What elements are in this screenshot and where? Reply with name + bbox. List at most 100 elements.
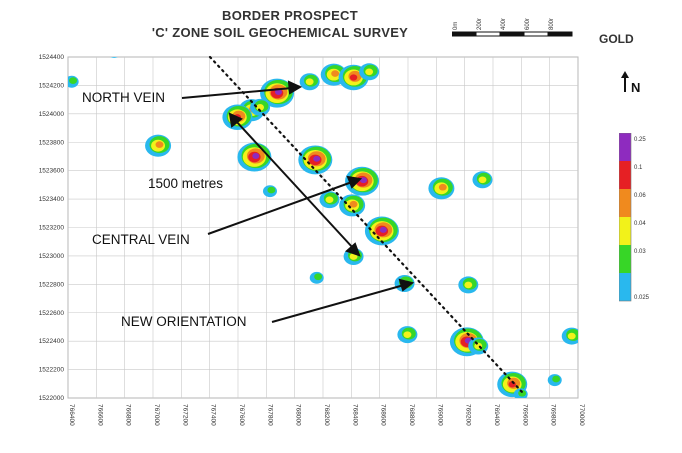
x-tick-label: 769200 — [465, 404, 472, 426]
contour-level — [252, 152, 260, 159]
y-tick-label: 1523200 — [39, 225, 65, 232]
contour-level — [379, 226, 387, 233]
legend-label: 0.03 — [634, 249, 646, 255]
gold-anomaly — [319, 191, 340, 209]
x-tick-label: 766600 — [96, 404, 103, 426]
gold-anomaly — [428, 177, 455, 200]
contour-level — [331, 70, 340, 77]
contour-level — [464, 281, 473, 289]
contour-level — [325, 196, 334, 204]
legend-swatch — [619, 217, 631, 245]
contour-level — [256, 103, 265, 111]
distance-label: 1500 metres — [148, 176, 224, 191]
north-arrow-icon: N — [621, 71, 640, 95]
legend-swatch — [619, 273, 631, 301]
legend-swatch — [619, 161, 631, 189]
soil-survey-map: 1524400 1524200 1524000 1523800 1523600 15234… — [39, 54, 585, 426]
new-orientation-label: NEW ORIENTATION — [121, 314, 247, 329]
scale-label: 200m — [477, 18, 483, 30]
x-tick-label: 769800 — [550, 404, 557, 426]
central-vein-arrow — [207, 181, 353, 235]
legend-swatch — [619, 189, 631, 217]
y-tick-label: 1522600 — [39, 310, 65, 317]
legend-label: 0.04 — [634, 221, 646, 227]
scale-label: 600m — [525, 18, 531, 30]
gold-anomaly — [513, 388, 528, 398]
legend-swatch — [619, 245, 631, 273]
central-vein-label: CENTRAL VEIN — [92, 232, 190, 247]
legend-label: 0.1 — [634, 165, 643, 171]
y-tick-label: 1522000 — [39, 395, 65, 402]
x-tick-label: 767800 — [266, 404, 273, 426]
x-tick-label: 766400 — [68, 404, 75, 426]
legend-swatch — [619, 133, 631, 161]
contour-level — [403, 331, 412, 339]
x-tick-label: 770000 — [578, 404, 585, 426]
y-tick-label: 1524400 — [39, 54, 65, 61]
gold-anomaly — [309, 271, 324, 284]
x-tick-label: 769600 — [521, 404, 528, 426]
x-tick-label: 767200 — [181, 404, 188, 426]
contour-level — [313, 155, 321, 162]
x-tick-label: 769400 — [493, 404, 500, 426]
x-tick-label: 767000 — [153, 404, 160, 426]
contour-level — [567, 332, 576, 340]
x-tick-label: 768600 — [380, 404, 387, 426]
contour-level — [110, 57, 118, 58]
gold-anomaly — [237, 142, 272, 172]
distance-double-arrow — [235, 120, 354, 249]
element-label: GOLD — [599, 32, 634, 46]
gold-anomaly — [68, 75, 79, 88]
y-tick-label: 1522200 — [39, 367, 65, 374]
north-label: N — [631, 80, 640, 95]
colour-legend: 0.025 0.03 0.04 0.06 0.1 0.25 — [619, 133, 650, 302]
y-tick-label: 1522800 — [39, 281, 65, 288]
vein-trend-dotted-line — [208, 55, 524, 394]
x-tick-label: 769000 — [436, 404, 443, 426]
gold-anomaly — [359, 63, 380, 81]
new-orientation-arrow — [271, 284, 405, 323]
contour-level — [359, 177, 367, 184]
x-tick-label: 766800 — [125, 404, 132, 426]
contour-level — [349, 74, 358, 81]
gold-anomaly — [110, 57, 118, 58]
y-tick-label: 1523000 — [39, 253, 65, 260]
contour-level — [478, 176, 487, 184]
x-tick-label: 768800 — [408, 404, 415, 426]
gold-anomaly — [298, 145, 333, 175]
legend-label: 0.06 — [634, 193, 646, 199]
gold-anomaly — [345, 166, 380, 196]
y-tick-label: 1522400 — [39, 338, 65, 345]
x-tick-label: 767600 — [238, 404, 245, 426]
contour-level — [349, 200, 358, 208]
y-tick-label: 1523400 — [39, 196, 65, 203]
contour-level — [438, 183, 447, 191]
legend-label: 0.25 — [634, 137, 646, 143]
gold-anomaly — [262, 185, 277, 198]
contour-level — [274, 89, 282, 96]
x-tick-label: 768400 — [351, 404, 358, 426]
gold-anomaly — [250, 98, 271, 116]
map-title-line1: BORDER PROSPECT — [222, 8, 358, 23]
contour-level — [305, 78, 314, 86]
north-vein-label: NORTH VEIN — [82, 90, 166, 105]
contour-level — [365, 68, 374, 76]
gold-anomaly — [561, 327, 578, 345]
x-tick-label: 768200 — [323, 404, 330, 426]
contour-level — [314, 273, 323, 281]
contour-level — [267, 186, 276, 194]
scale-label: 0m — [453, 22, 459, 30]
x-tick-label: 768000 — [295, 404, 302, 426]
y-tick-label: 1524200 — [39, 82, 65, 89]
gold-anomaly — [364, 216, 399, 246]
scale-bar: 0m 200m 400m 600m 800m — [452, 18, 573, 37]
contour-level — [69, 77, 78, 85]
gold-anomaly — [458, 276, 479, 294]
gold-anomaly — [397, 326, 418, 344]
contour-level — [155, 141, 164, 148]
gold-anomaly — [547, 374, 562, 387]
gold-anomaly — [472, 171, 493, 189]
map-title-line2: 'C' ZONE SOIL GEOCHEMICAL SURVEY — [151, 25, 409, 40]
legend-label: 0.025 — [634, 295, 650, 301]
gold-anomaly — [260, 78, 295, 108]
